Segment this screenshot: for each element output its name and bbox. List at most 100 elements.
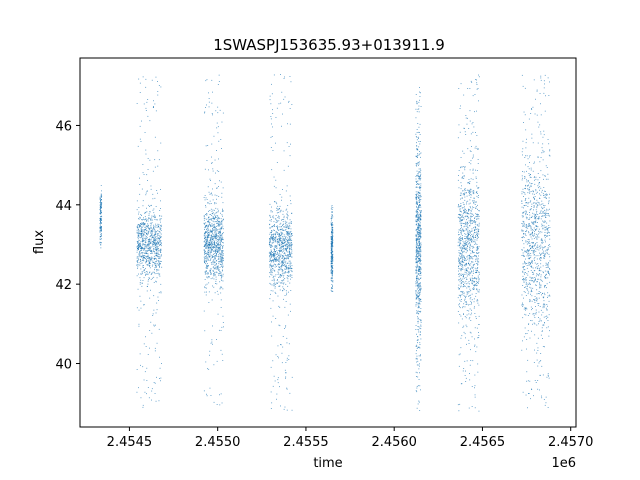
data-point <box>271 250 272 252</box>
data-point <box>458 240 460 242</box>
data-point <box>417 251 419 253</box>
data-point <box>539 320 541 322</box>
data-point <box>274 380 276 382</box>
data-point <box>216 187 218 189</box>
data-point <box>289 263 291 265</box>
data-point <box>99 225 101 227</box>
data-point <box>458 250 460 251</box>
data-point <box>287 205 289 206</box>
data-point <box>281 274 283 276</box>
data-point <box>275 117 277 118</box>
data-point <box>212 343 213 345</box>
data-point <box>416 209 417 211</box>
data-point <box>462 268 464 270</box>
data-point <box>215 235 216 237</box>
data-point <box>149 262 150 264</box>
data-point <box>137 236 139 238</box>
data-point <box>415 247 417 249</box>
data-point <box>220 243 221 245</box>
data-point <box>207 248 209 250</box>
data-point <box>418 136 419 138</box>
data-point <box>469 268 471 270</box>
data-point <box>420 215 422 217</box>
data-point <box>462 307 464 309</box>
data-point <box>155 324 156 326</box>
data-point <box>416 312 418 314</box>
data-point <box>477 252 478 254</box>
data-point <box>473 252 475 253</box>
data-point <box>476 88 478 90</box>
data-point <box>478 279 480 281</box>
data-point <box>466 210 467 212</box>
data-point <box>157 192 158 194</box>
data-point <box>212 246 214 248</box>
data-point <box>547 326 549 328</box>
data-point <box>101 202 103 204</box>
data-point <box>464 212 466 214</box>
data-point <box>204 111 206 113</box>
data-point <box>273 238 275 240</box>
data-point <box>288 262 290 264</box>
data-point <box>418 163 420 165</box>
data-point <box>142 230 144 232</box>
data-point <box>217 247 219 249</box>
data-point <box>469 110 471 112</box>
data-point <box>204 258 206 259</box>
data-point <box>205 218 207 220</box>
data-point <box>211 244 213 245</box>
data-point <box>220 349 222 351</box>
data-point <box>211 231 212 233</box>
data-point <box>475 258 477 260</box>
data-point <box>99 213 101 215</box>
data-point <box>332 238 333 240</box>
data-point <box>148 255 150 257</box>
data-point <box>155 262 157 264</box>
data-point <box>274 240 276 242</box>
data-point <box>150 226 152 228</box>
data-point <box>208 265 209 266</box>
data-point <box>416 248 418 250</box>
data-point <box>419 196 421 198</box>
data-point <box>269 282 271 284</box>
data-point <box>468 313 470 315</box>
data-point <box>219 220 221 222</box>
data-point <box>274 275 276 277</box>
data-point <box>153 239 155 240</box>
data-point <box>160 221 161 223</box>
data-point <box>219 180 220 182</box>
data-point <box>142 223 144 225</box>
data-point <box>462 193 464 194</box>
data-point <box>222 260 223 262</box>
data-point <box>418 168 420 170</box>
data-point <box>213 234 214 236</box>
data-point <box>275 226 277 227</box>
data-point <box>144 229 145 230</box>
data-point <box>415 201 417 203</box>
data-point <box>219 247 221 249</box>
data-point <box>143 379 145 381</box>
data-point <box>146 253 147 254</box>
data-point <box>147 241 149 242</box>
data-point <box>276 241 278 243</box>
data-point <box>330 272 332 274</box>
data-point <box>463 94 465 96</box>
data-point <box>214 261 216 263</box>
data-point <box>466 302 467 304</box>
data-point <box>539 193 540 195</box>
data-point <box>469 249 471 251</box>
data-point <box>468 128 470 129</box>
data-point <box>148 218 149 220</box>
data-point <box>278 277 280 278</box>
data-point <box>159 240 161 242</box>
data-point <box>216 219 218 221</box>
data-point <box>473 220 475 221</box>
data-point <box>460 296 461 298</box>
data-point <box>470 349 471 351</box>
data-point <box>331 244 333 245</box>
data-point <box>286 337 288 339</box>
data-point <box>99 238 101 240</box>
data-point <box>468 281 470 282</box>
data-point <box>138 226 140 228</box>
data-point <box>272 265 274 267</box>
data-point <box>460 239 462 241</box>
